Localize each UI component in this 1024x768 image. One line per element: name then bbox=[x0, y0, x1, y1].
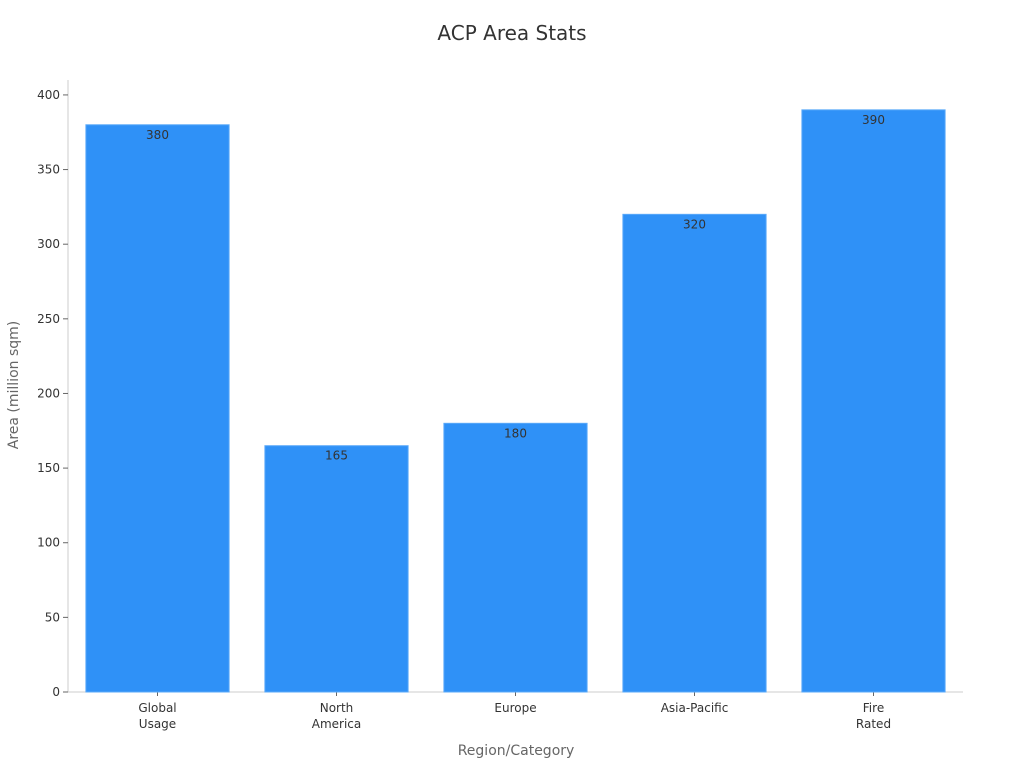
data-label: 390 bbox=[862, 113, 885, 127]
y-tick-label: 100 bbox=[37, 536, 60, 550]
data-label: 380 bbox=[146, 128, 169, 142]
bar bbox=[622, 213, 767, 693]
y-tick-label: 200 bbox=[37, 386, 60, 400]
data-label: 320 bbox=[683, 217, 706, 231]
data-label: 180 bbox=[504, 426, 527, 440]
x-tick-label: North America bbox=[312, 701, 362, 731]
y-axis-label: Area (million sqm) bbox=[6, 321, 22, 450]
y-tick-label: 50 bbox=[45, 610, 60, 624]
y-tick-label: 400 bbox=[37, 88, 60, 102]
bar bbox=[801, 109, 946, 693]
x-tick-label: Global Usage bbox=[138, 701, 176, 731]
axes: 0 50 100 150 200 250 300 350 400 Global Usage North… bbox=[37, 80, 963, 731]
data-labels: 380 165 180 320 390 bbox=[146, 113, 885, 463]
y-tick-label: 250 bbox=[37, 312, 60, 326]
bar bbox=[85, 124, 230, 693]
bar bbox=[264, 445, 409, 693]
y-tick-label: 150 bbox=[37, 461, 60, 475]
x-tick-label: Asia-Pacific bbox=[661, 701, 729, 715]
x-tick-label: Europe bbox=[494, 701, 536, 715]
y-tick-label: 300 bbox=[37, 237, 60, 251]
data-label: 165 bbox=[325, 449, 348, 463]
y-tick-label: 350 bbox=[37, 163, 60, 177]
x-tick-label: Fire Rated bbox=[856, 701, 891, 731]
chart-title: ACP Area Stats bbox=[437, 21, 586, 45]
bars bbox=[85, 109, 946, 693]
bar bbox=[443, 422, 588, 693]
y-tick-label: 0 bbox=[52, 685, 60, 699]
x-axis-label: Region/Category bbox=[458, 743, 575, 759]
